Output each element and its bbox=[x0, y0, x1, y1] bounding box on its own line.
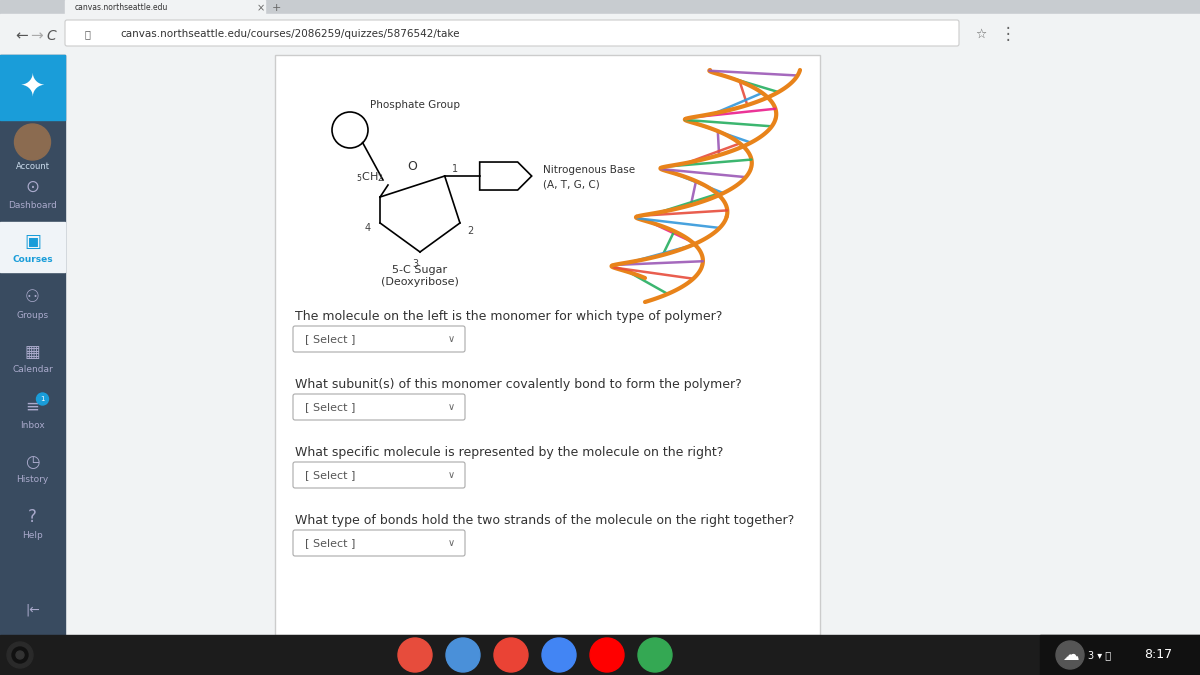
Text: ?: ? bbox=[28, 508, 37, 526]
Circle shape bbox=[12, 647, 28, 663]
Text: Courses: Courses bbox=[12, 256, 53, 265]
Text: Help: Help bbox=[22, 531, 43, 539]
Text: [ Select ]: [ Select ] bbox=[305, 470, 355, 480]
Text: Account: Account bbox=[16, 162, 49, 171]
Text: ☁: ☁ bbox=[1062, 646, 1079, 664]
Bar bbox=[0, 55, 65, 635]
Text: What specific molecule is represented by the molecule on the right?: What specific molecule is represented by… bbox=[295, 446, 724, 459]
Text: 1: 1 bbox=[41, 396, 44, 402]
Text: →: → bbox=[30, 28, 43, 43]
Text: ∨: ∨ bbox=[448, 402, 455, 412]
Text: ⋮: ⋮ bbox=[1000, 25, 1016, 43]
Circle shape bbox=[36, 393, 48, 405]
Text: 5-C Sugar: 5-C Sugar bbox=[392, 265, 448, 275]
FancyBboxPatch shape bbox=[293, 530, 466, 556]
Text: [ Select ]: [ Select ] bbox=[305, 402, 355, 412]
Bar bbox=[0, 222, 65, 272]
Circle shape bbox=[14, 124, 50, 160]
Text: ▦: ▦ bbox=[25, 343, 41, 361]
Text: ∨: ∨ bbox=[448, 538, 455, 548]
Text: ☆: ☆ bbox=[974, 28, 986, 40]
Text: ←: ← bbox=[14, 28, 28, 43]
Circle shape bbox=[494, 638, 528, 672]
Bar bbox=[0, 55, 65, 120]
Circle shape bbox=[398, 638, 432, 672]
Text: $_5$CH$_2$: $_5$CH$_2$ bbox=[356, 170, 384, 184]
Circle shape bbox=[1056, 641, 1084, 669]
Bar bbox=[0, 0, 1200, 14]
Bar bbox=[65, 0, 265, 14]
Text: The molecule on the left is the monomer for which type of polymer?: The molecule on the left is the monomer … bbox=[295, 310, 722, 323]
Bar bbox=[275, 55, 820, 635]
Text: ◷: ◷ bbox=[25, 453, 40, 471]
Text: (A, T, G, C): (A, T, G, C) bbox=[542, 179, 600, 189]
Text: What subunit(s) of this monomer covalently bond to form the polymer?: What subunit(s) of this monomer covalent… bbox=[295, 378, 742, 391]
Text: 4: 4 bbox=[365, 223, 371, 233]
Text: Dashboard: Dashboard bbox=[8, 200, 56, 209]
Circle shape bbox=[638, 638, 672, 672]
Text: ∨: ∨ bbox=[448, 470, 455, 480]
Text: C: C bbox=[46, 29, 55, 43]
Circle shape bbox=[7, 642, 34, 668]
Text: ▣: ▣ bbox=[24, 233, 41, 251]
Bar bbox=[0, 635, 1200, 675]
Text: History: History bbox=[17, 475, 49, 485]
Circle shape bbox=[590, 638, 624, 672]
Text: Groups: Groups bbox=[17, 310, 48, 319]
Text: Phosphate Group: Phosphate Group bbox=[370, 100, 460, 110]
Text: ⚇: ⚇ bbox=[25, 288, 40, 306]
FancyBboxPatch shape bbox=[65, 20, 959, 46]
Text: O: O bbox=[408, 159, 418, 173]
Circle shape bbox=[16, 651, 24, 659]
Text: Inbox: Inbox bbox=[20, 421, 44, 429]
Bar bbox=[0, 14, 1200, 55]
Text: ✦: ✦ bbox=[19, 72, 46, 101]
Text: 2: 2 bbox=[467, 226, 473, 236]
Text: [ Select ]: [ Select ] bbox=[305, 538, 355, 548]
Text: |←: |← bbox=[25, 603, 40, 616]
Text: 1: 1 bbox=[451, 164, 457, 174]
Text: 3: 3 bbox=[412, 259, 418, 269]
Text: 3 ▾ 🔋: 3 ▾ 🔋 bbox=[1088, 650, 1111, 660]
Text: What type of bonds hold the two strands of the molecule on the right together?: What type of bonds hold the two strands … bbox=[295, 514, 794, 527]
Text: 8:17: 8:17 bbox=[1144, 649, 1172, 662]
FancyBboxPatch shape bbox=[293, 394, 466, 420]
Text: 🔒: 🔒 bbox=[85, 29, 91, 39]
Text: +: + bbox=[272, 3, 281, 13]
Text: ×: × bbox=[257, 3, 265, 13]
Text: Calendar: Calendar bbox=[12, 365, 53, 375]
Polygon shape bbox=[480, 162, 532, 190]
Text: [ Select ]: [ Select ] bbox=[305, 334, 355, 344]
Text: ∨: ∨ bbox=[448, 334, 455, 344]
Text: canvas.northseattle.edu: canvas.northseattle.edu bbox=[74, 3, 168, 13]
Circle shape bbox=[446, 638, 480, 672]
Circle shape bbox=[542, 638, 576, 672]
FancyBboxPatch shape bbox=[293, 462, 466, 488]
Text: canvas.northseattle.edu/courses/2086259/quizzes/5876542/take: canvas.northseattle.edu/courses/2086259/… bbox=[120, 29, 460, 39]
Text: (Deoxyribose): (Deoxyribose) bbox=[382, 277, 458, 287]
Text: Nitrogenous Base: Nitrogenous Base bbox=[542, 165, 635, 175]
Bar bbox=[1040, 635, 1200, 675]
Text: ⊙: ⊙ bbox=[25, 178, 40, 196]
FancyBboxPatch shape bbox=[293, 326, 466, 352]
Text: ≡: ≡ bbox=[25, 398, 40, 416]
